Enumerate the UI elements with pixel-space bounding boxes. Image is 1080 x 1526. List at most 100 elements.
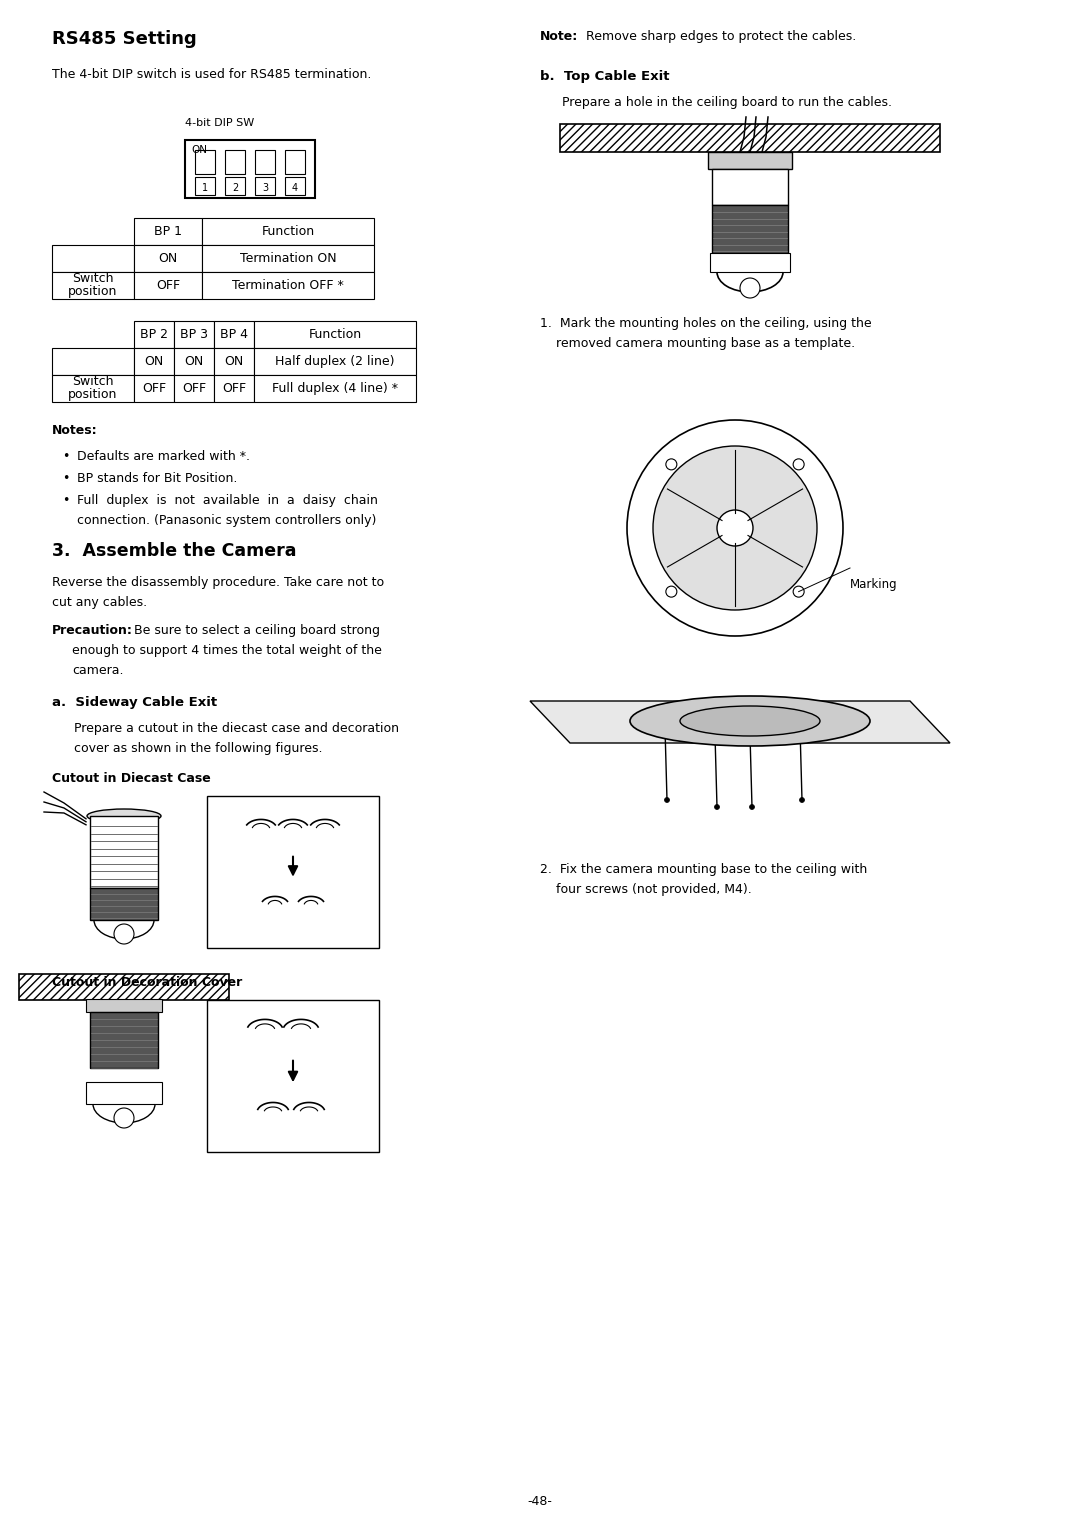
- Text: position: position: [68, 285, 118, 298]
- Bar: [712, 204, 788, 253]
- Circle shape: [750, 804, 755, 809]
- Bar: [52, 246, 134, 272]
- Polygon shape: [530, 700, 950, 743]
- Bar: [134, 348, 174, 375]
- Circle shape: [664, 798, 670, 803]
- Circle shape: [740, 278, 760, 298]
- Text: OFF: OFF: [141, 382, 166, 395]
- Ellipse shape: [87, 809, 161, 823]
- Text: Function: Function: [309, 328, 362, 340]
- Circle shape: [666, 586, 677, 597]
- Text: ON: ON: [159, 252, 177, 266]
- Text: Cutout in Diecast Case: Cutout in Diecast Case: [52, 772, 211, 784]
- Bar: [90, 816, 158, 888]
- Text: Remove sharp edges to protect the cables.: Remove sharp edges to protect the cables…: [582, 31, 856, 43]
- Ellipse shape: [680, 707, 820, 736]
- Bar: [254, 320, 416, 348]
- Bar: [225, 150, 245, 174]
- Circle shape: [793, 459, 805, 470]
- Bar: [195, 177, 215, 195]
- Bar: [285, 150, 305, 174]
- Text: cover as shown in the following figures.: cover as shown in the following figures.: [75, 742, 323, 755]
- Bar: [708, 153, 792, 169]
- Bar: [254, 375, 416, 401]
- Text: Prepare a cutout in the diecast case and decoration: Prepare a cutout in the diecast case and…: [75, 722, 399, 736]
- Bar: [134, 246, 202, 272]
- Text: Full duplex (4 line) *: Full duplex (4 line) *: [272, 382, 399, 395]
- Text: 2: 2: [232, 183, 238, 192]
- Text: 3.  Assemble the Camera: 3. Assemble the Camera: [52, 542, 297, 560]
- Text: removed camera mounting base as a template.: removed camera mounting base as a templa…: [540, 337, 855, 349]
- Text: Marking: Marking: [850, 578, 897, 591]
- Bar: [90, 888, 158, 920]
- Bar: [86, 1000, 162, 1012]
- Circle shape: [114, 925, 134, 945]
- Text: Prepare a hole in the ceiling board to run the cables.: Prepare a hole in the ceiling board to r…: [562, 96, 892, 108]
- Text: 4-bit DIP SW: 4-bit DIP SW: [185, 118, 254, 128]
- Circle shape: [627, 420, 843, 636]
- Bar: [52, 348, 134, 375]
- Text: ON: ON: [225, 356, 244, 368]
- Circle shape: [666, 459, 677, 470]
- Text: The 4-bit DIP switch is used for RS485 termination.: The 4-bit DIP switch is used for RS485 t…: [52, 69, 372, 81]
- Bar: [174, 320, 214, 348]
- Bar: [202, 246, 374, 272]
- Bar: [207, 797, 379, 948]
- Text: camera.: camera.: [72, 664, 123, 678]
- Bar: [134, 218, 202, 246]
- Text: Termination OFF *: Termination OFF *: [232, 279, 343, 291]
- Bar: [134, 320, 174, 348]
- Text: position: position: [68, 388, 118, 401]
- Text: BP 4: BP 4: [220, 328, 248, 340]
- Text: ON: ON: [145, 356, 164, 368]
- Text: cut any cables.: cut any cables.: [52, 597, 147, 609]
- Bar: [134, 375, 174, 401]
- Bar: [712, 169, 788, 204]
- Text: BP stands for Bit Position.: BP stands for Bit Position.: [77, 472, 238, 485]
- Bar: [254, 348, 416, 375]
- Ellipse shape: [630, 696, 870, 746]
- Text: BP 2: BP 2: [140, 328, 168, 340]
- Bar: [202, 218, 374, 246]
- Text: Switch: Switch: [72, 272, 113, 285]
- Text: Reverse the disassembly procedure. Take care not to: Reverse the disassembly procedure. Take …: [52, 575, 384, 589]
- Circle shape: [653, 446, 816, 610]
- Text: b.  Top Cable Exit: b. Top Cable Exit: [540, 70, 670, 82]
- Circle shape: [715, 804, 719, 809]
- Text: OFF: OFF: [221, 382, 246, 395]
- Bar: [185, 140, 315, 198]
- Bar: [207, 1000, 379, 1152]
- Bar: [174, 375, 214, 401]
- Text: a.  Sideway Cable Exit: a. Sideway Cable Exit: [52, 696, 217, 710]
- Text: 4: 4: [292, 183, 298, 192]
- Text: 3: 3: [262, 183, 268, 192]
- Text: enough to support 4 times the total weight of the: enough to support 4 times the total weig…: [72, 644, 382, 658]
- Text: Termination ON: Termination ON: [240, 252, 336, 266]
- Bar: [86, 1082, 162, 1103]
- Text: ON: ON: [191, 145, 207, 156]
- Text: OFF: OFF: [156, 279, 180, 291]
- Text: Function: Function: [261, 224, 314, 238]
- Bar: [255, 177, 275, 195]
- Circle shape: [799, 798, 805, 803]
- Text: 1.  Mark the mounting holes on the ceiling, using the: 1. Mark the mounting holes on the ceilin…: [540, 317, 872, 330]
- Text: RS485 Setting: RS485 Setting: [52, 31, 197, 47]
- Bar: [214, 375, 254, 401]
- Bar: [561, 124, 940, 153]
- Text: Precaution:: Precaution:: [52, 624, 133, 636]
- Bar: [285, 177, 305, 195]
- Text: Defaults are marked with *.: Defaults are marked with *.: [77, 450, 249, 462]
- Bar: [225, 177, 245, 195]
- Text: •: •: [62, 472, 69, 485]
- Text: Be sure to select a ceiling board strong: Be sure to select a ceiling board strong: [130, 624, 380, 636]
- Bar: [202, 272, 374, 299]
- Text: 1: 1: [202, 183, 208, 192]
- Text: •: •: [62, 450, 69, 462]
- Bar: [134, 272, 202, 299]
- Circle shape: [717, 510, 753, 546]
- Text: connection. (Panasonic system controllers only): connection. (Panasonic system controller…: [77, 514, 376, 526]
- Text: four screws (not provided, M4).: four screws (not provided, M4).: [540, 884, 752, 896]
- Circle shape: [114, 1108, 134, 1128]
- Text: OFF: OFF: [181, 382, 206, 395]
- Bar: [255, 150, 275, 174]
